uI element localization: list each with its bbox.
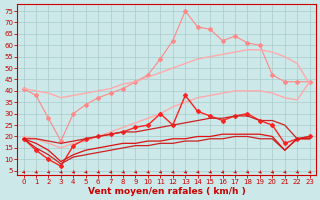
X-axis label: Vent moyen/en rafales ( km/h ): Vent moyen/en rafales ( km/h ): [88, 187, 245, 196]
